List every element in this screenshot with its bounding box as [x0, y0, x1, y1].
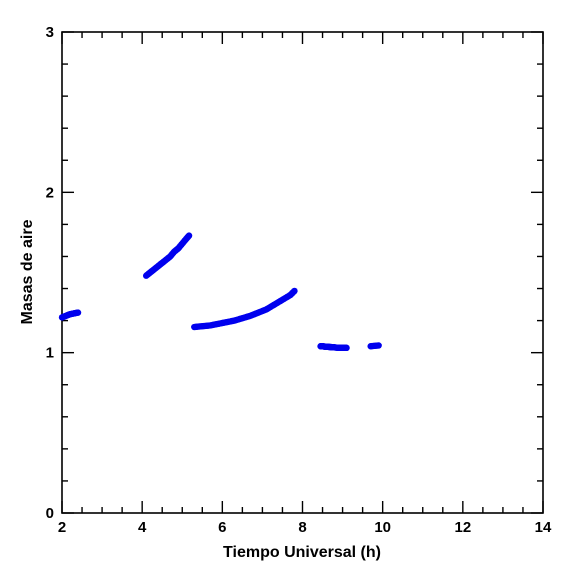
y-tick-label: 3 [46, 24, 54, 41]
data-point [291, 287, 298, 295]
x-tick-label: 12 [454, 519, 471, 536]
y-axis-title: Masas de aire [19, 219, 36, 324]
tick-marks [61, 31, 544, 514]
data-point [343, 344, 350, 352]
series-2 [191, 287, 298, 331]
x-tick-label: 4 [138, 519, 147, 536]
series-3 [317, 342, 382, 352]
series-0 [58, 309, 82, 321]
x-tick-label: 2 [58, 519, 66, 536]
x-tick-label: 10 [374, 519, 391, 536]
y-tick-label: 0 [46, 505, 54, 522]
data-point [74, 309, 82, 316]
data-point [375, 342, 382, 349]
x-tick-label: 14 [535, 519, 552, 536]
x-tick-label: 6 [218, 519, 226, 536]
series-1 [142, 232, 193, 279]
x-tick-label: 8 [298, 519, 306, 536]
data-points [58, 232, 382, 352]
x-axis-title: Tiempo Universal (h) [223, 544, 381, 561]
plot-frame [61, 31, 544, 514]
y-tick-label: 1 [46, 345, 54, 362]
data-point [185, 232, 193, 239]
y-tick-label: 2 [46, 184, 54, 201]
